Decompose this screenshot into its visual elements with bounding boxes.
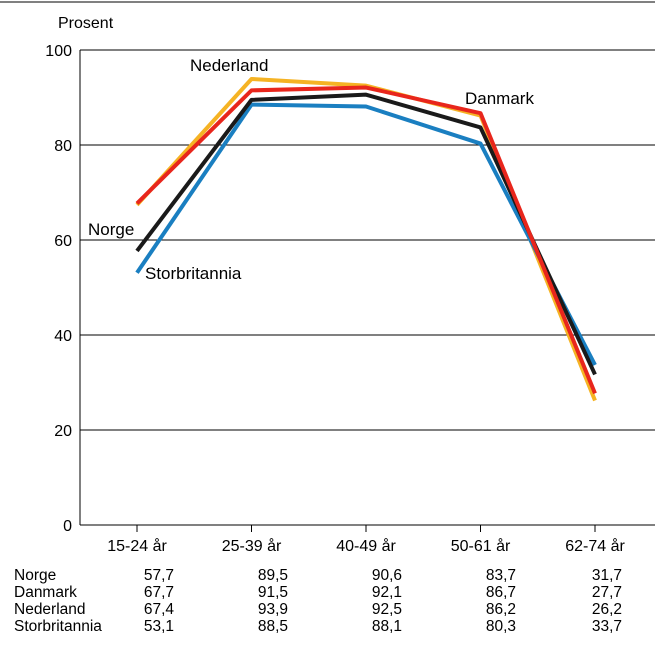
table-cell: 88,1 — [371, 618, 402, 635]
table-cell: 92,5 — [371, 601, 402, 618]
series-lines — [135, 76, 597, 402]
y-tick-label: 60 — [54, 233, 72, 250]
table-cell: 26,2 — [591, 601, 622, 618]
x-tick-label: 25-39 år — [222, 537, 282, 555]
series-labels: Norge Danmark Nederland Storbritannia — [88, 56, 534, 283]
table-cell: 83,7 — [485, 567, 516, 584]
table-row-label: Norge — [14, 567, 57, 584]
series-label-nederland: Nederland — [190, 56, 268, 75]
y-axis-label: Prosent — [58, 15, 114, 32]
table-row-label: Danmark — [14, 584, 77, 601]
table-cell: 67,7 — [143, 584, 174, 601]
table-cell: 93,9 — [257, 601, 288, 618]
series-line-danmark — [135, 85, 597, 395]
table-cell: 86,2 — [485, 601, 516, 618]
table-cell: 53,1 — [143, 618, 174, 635]
y-tick-label: 80 — [54, 138, 72, 155]
table-cell: 91,5 — [257, 584, 288, 601]
x-tick-label: 15-24 år — [107, 537, 167, 555]
table-cell: 89,5 — [257, 567, 288, 584]
x-tick-label: 50-61 år — [451, 537, 511, 555]
line-chart: Prosent 0 20 40 60 80 100 15-24 år 25-39 år 40-… — [0, 1, 655, 555]
table-cell: 92,1 — [371, 584, 402, 601]
table-row-label: Nederland — [14, 601, 86, 618]
y-tick-label: 20 — [54, 423, 72, 440]
table-cell: 86,7 — [485, 584, 516, 601]
table-row: Nederland 67,4 93,9 92,5 86,2 26,2 — [14, 601, 622, 618]
series-label-storbritannia: Storbritannia — [145, 264, 242, 283]
y-tick-label: 40 — [54, 328, 72, 345]
x-tick-label: 40-49 år — [336, 537, 396, 555]
table-cell: 88,5 — [257, 618, 288, 635]
table-cell: 80,3 — [485, 618, 516, 635]
data-table: Norge 57,7 89,5 90,6 83,7 31,7 Danmark 67,7 91,5… — [14, 567, 622, 635]
table-cell: 67,4 — [143, 601, 174, 618]
table-cell: 57,7 — [143, 567, 174, 584]
series-label-norge: Norge — [88, 220, 134, 239]
series-label-danmark: Danmark — [465, 89, 534, 108]
y-tick-labels: 0 20 40 60 80 100 — [45, 43, 72, 535]
table-row: Storbritannia 53,1 88,5 88,1 80,3 33,7 — [14, 618, 622, 635]
table-row: Danmark 67,7 91,5 92,1 86,7 27,7 — [14, 584, 622, 601]
x-tick-label: 62-74 år — [565, 537, 625, 555]
series-line-storbritannia — [135, 102, 597, 366]
table-cell: 33,7 — [591, 618, 622, 635]
table-row: Norge 57,7 89,5 90,6 83,7 31,7 — [14, 567, 622, 584]
table-cell: 27,7 — [591, 584, 622, 601]
y-tick-label: 0 — [63, 518, 72, 535]
table-row-label: Storbritannia — [14, 618, 102, 635]
table-cell: 31,7 — [591, 567, 622, 584]
table-cell: 90,6 — [371, 567, 402, 584]
y-tick-label: 100 — [45, 43, 72, 60]
gridlines — [79, 49, 655, 526]
x-tick-labels: 15-24 år 25-39 år 40-49 år 50-61 år 62-74 år — [107, 525, 625, 555]
